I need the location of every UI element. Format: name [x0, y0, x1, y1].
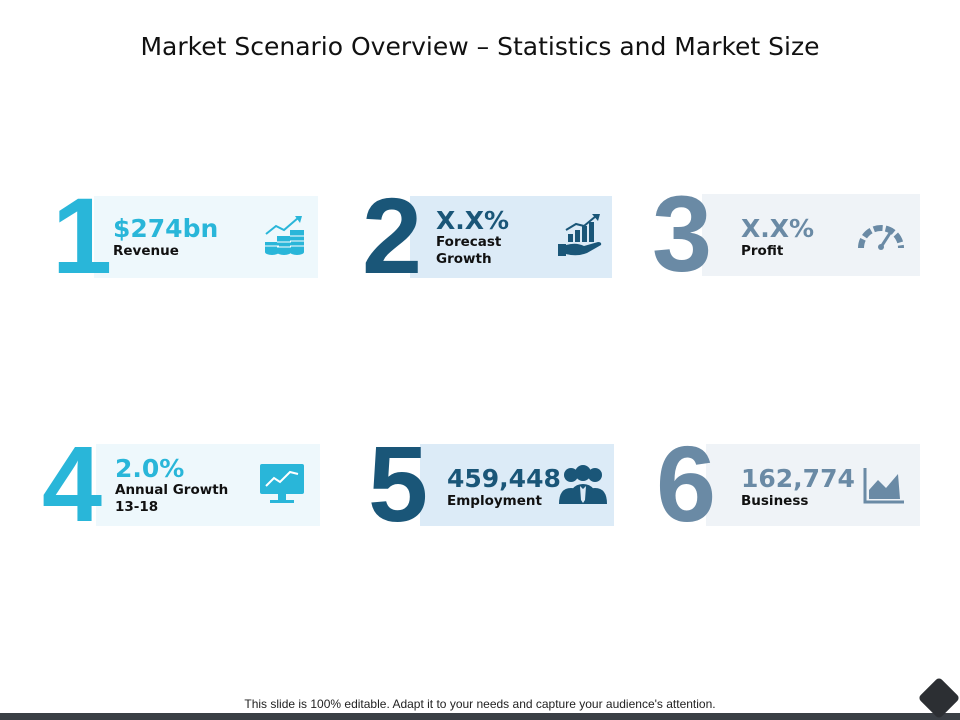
card-label: Forecast — [436, 234, 502, 250]
card-value: $274bn — [113, 214, 219, 243]
card-label: Annual Growth — [115, 482, 229, 498]
monitor-chart-icon — [260, 464, 304, 503]
card-label: Profit — [741, 243, 784, 259]
area-chart-icon — [863, 468, 904, 504]
speedometer-icon — [858, 225, 904, 250]
card-label-line2: Growth — [436, 251, 492, 267]
card-background — [706, 444, 920, 526]
card-label: Business — [741, 493, 809, 509]
card-number: 5 — [368, 423, 428, 544]
stat-card-forecast-growth: 2 X.X% Forecast Growth — [362, 182, 614, 290]
card-value: X.X% — [436, 206, 510, 235]
card-value: 2.0% — [115, 454, 185, 483]
card-label-line2: 13-18 — [115, 499, 159, 515]
card-background — [702, 194, 920, 276]
stat-card-annual-growth: 4 2.0% Annual Growth 13-18 — [42, 430, 322, 538]
slide-title: Market Scenario Overview – Statistics an… — [140, 32, 820, 61]
card-number: 4 — [42, 423, 102, 544]
slide-footer: This slide is 100% editable. Adapt it to… — [244, 697, 716, 711]
card-value: 459,448 — [447, 464, 561, 493]
card-value: X.X% — [741, 214, 815, 243]
stat-card-revenue: 1 $274bn Revenue — [50, 182, 320, 290]
card-value: 162,774 — [741, 464, 855, 493]
stat-card-profit: 3 X.X% Profit — [652, 180, 922, 288]
card-number: 2 — [362, 175, 422, 296]
card-number: 6 — [656, 423, 716, 544]
stat-card-business: 6 162,774 Business — [656, 430, 922, 538]
people-icon — [559, 465, 607, 504]
hand-chart-icon — [558, 214, 602, 256]
card-label: Employment — [447, 493, 542, 509]
coins-growth-icon — [265, 216, 304, 255]
bottom-bar — [0, 713, 960, 720]
card-number: 1 — [52, 175, 112, 296]
card-label: Revenue — [113, 243, 179, 259]
card-number: 3 — [652, 173, 712, 294]
stat-card-employment: 5 459,448 Employment — [368, 430, 618, 538]
